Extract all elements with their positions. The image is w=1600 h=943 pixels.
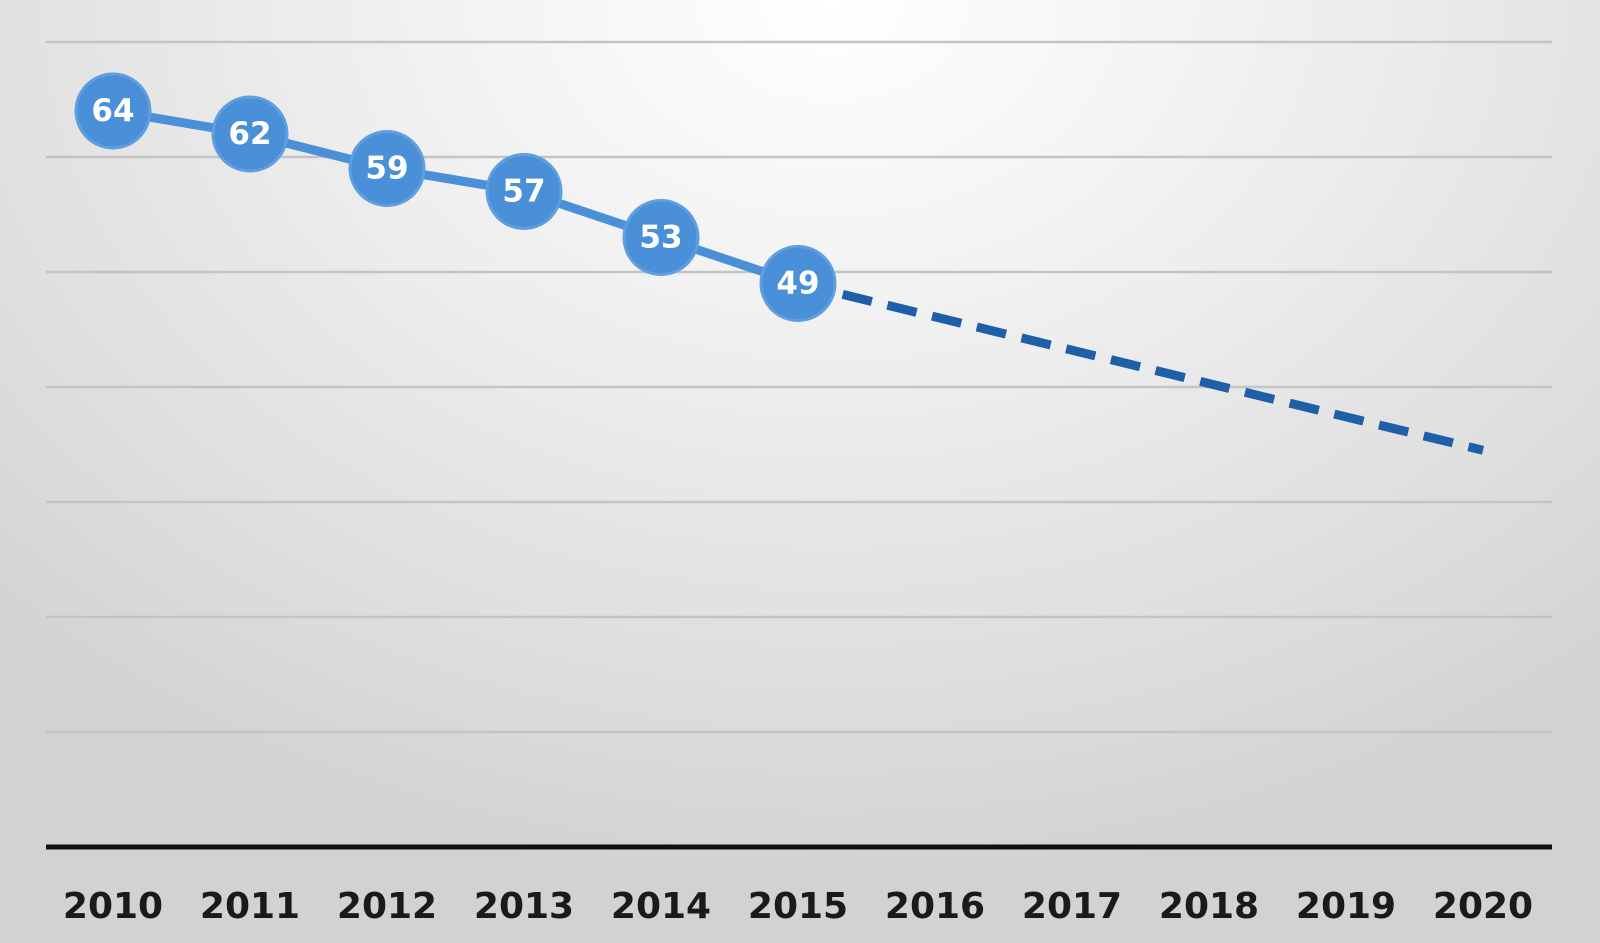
x-tick-label-2012: 2012: [337, 886, 437, 927]
trendline-dashed: [796, 279, 1485, 455]
x-tick-label-2016: 2016: [885, 886, 985, 927]
data-point-2014: [622, 199, 700, 276]
trendline: [796, 279, 1485, 455]
x-tick-label-2019: 2019: [1296, 886, 1396, 927]
x-tick-label-2020: 2020: [1433, 886, 1533, 927]
data-markers: [74, 72, 837, 322]
data-label-2015: 49: [776, 266, 819, 302]
data-point-2013: [485, 153, 563, 230]
data-point-2012: [348, 130, 426, 207]
data-label-2013: 57: [502, 174, 545, 210]
x-tick-label-2010: 2010: [63, 886, 163, 927]
data-label-2012: 59: [365, 151, 408, 187]
data-label-2014: 53: [639, 220, 682, 256]
x-tick-label-2014: 2014: [611, 886, 711, 927]
data-point-2011: [211, 95, 289, 173]
x-tick-label-2018: 2018: [1159, 886, 1259, 927]
x-tick-label-2011: 2011: [200, 886, 300, 927]
x-tick-label-2017: 2017: [1022, 886, 1122, 927]
data-point-2010: [74, 72, 152, 150]
data-label-2011: 62: [228, 116, 271, 152]
data-label-2010: 64: [91, 93, 134, 129]
data-labels: 64 62 59 57 53 49: [91, 93, 819, 302]
x-tick-label-2013: 2013: [474, 886, 574, 927]
data-point-2015: [759, 245, 837, 322]
x-tick-label-2015: 2015: [748, 886, 848, 927]
x-tick-labels: 2010 2011 2012 2013 2014 2015 2016 2017 2018 2019…: [63, 886, 1533, 927]
